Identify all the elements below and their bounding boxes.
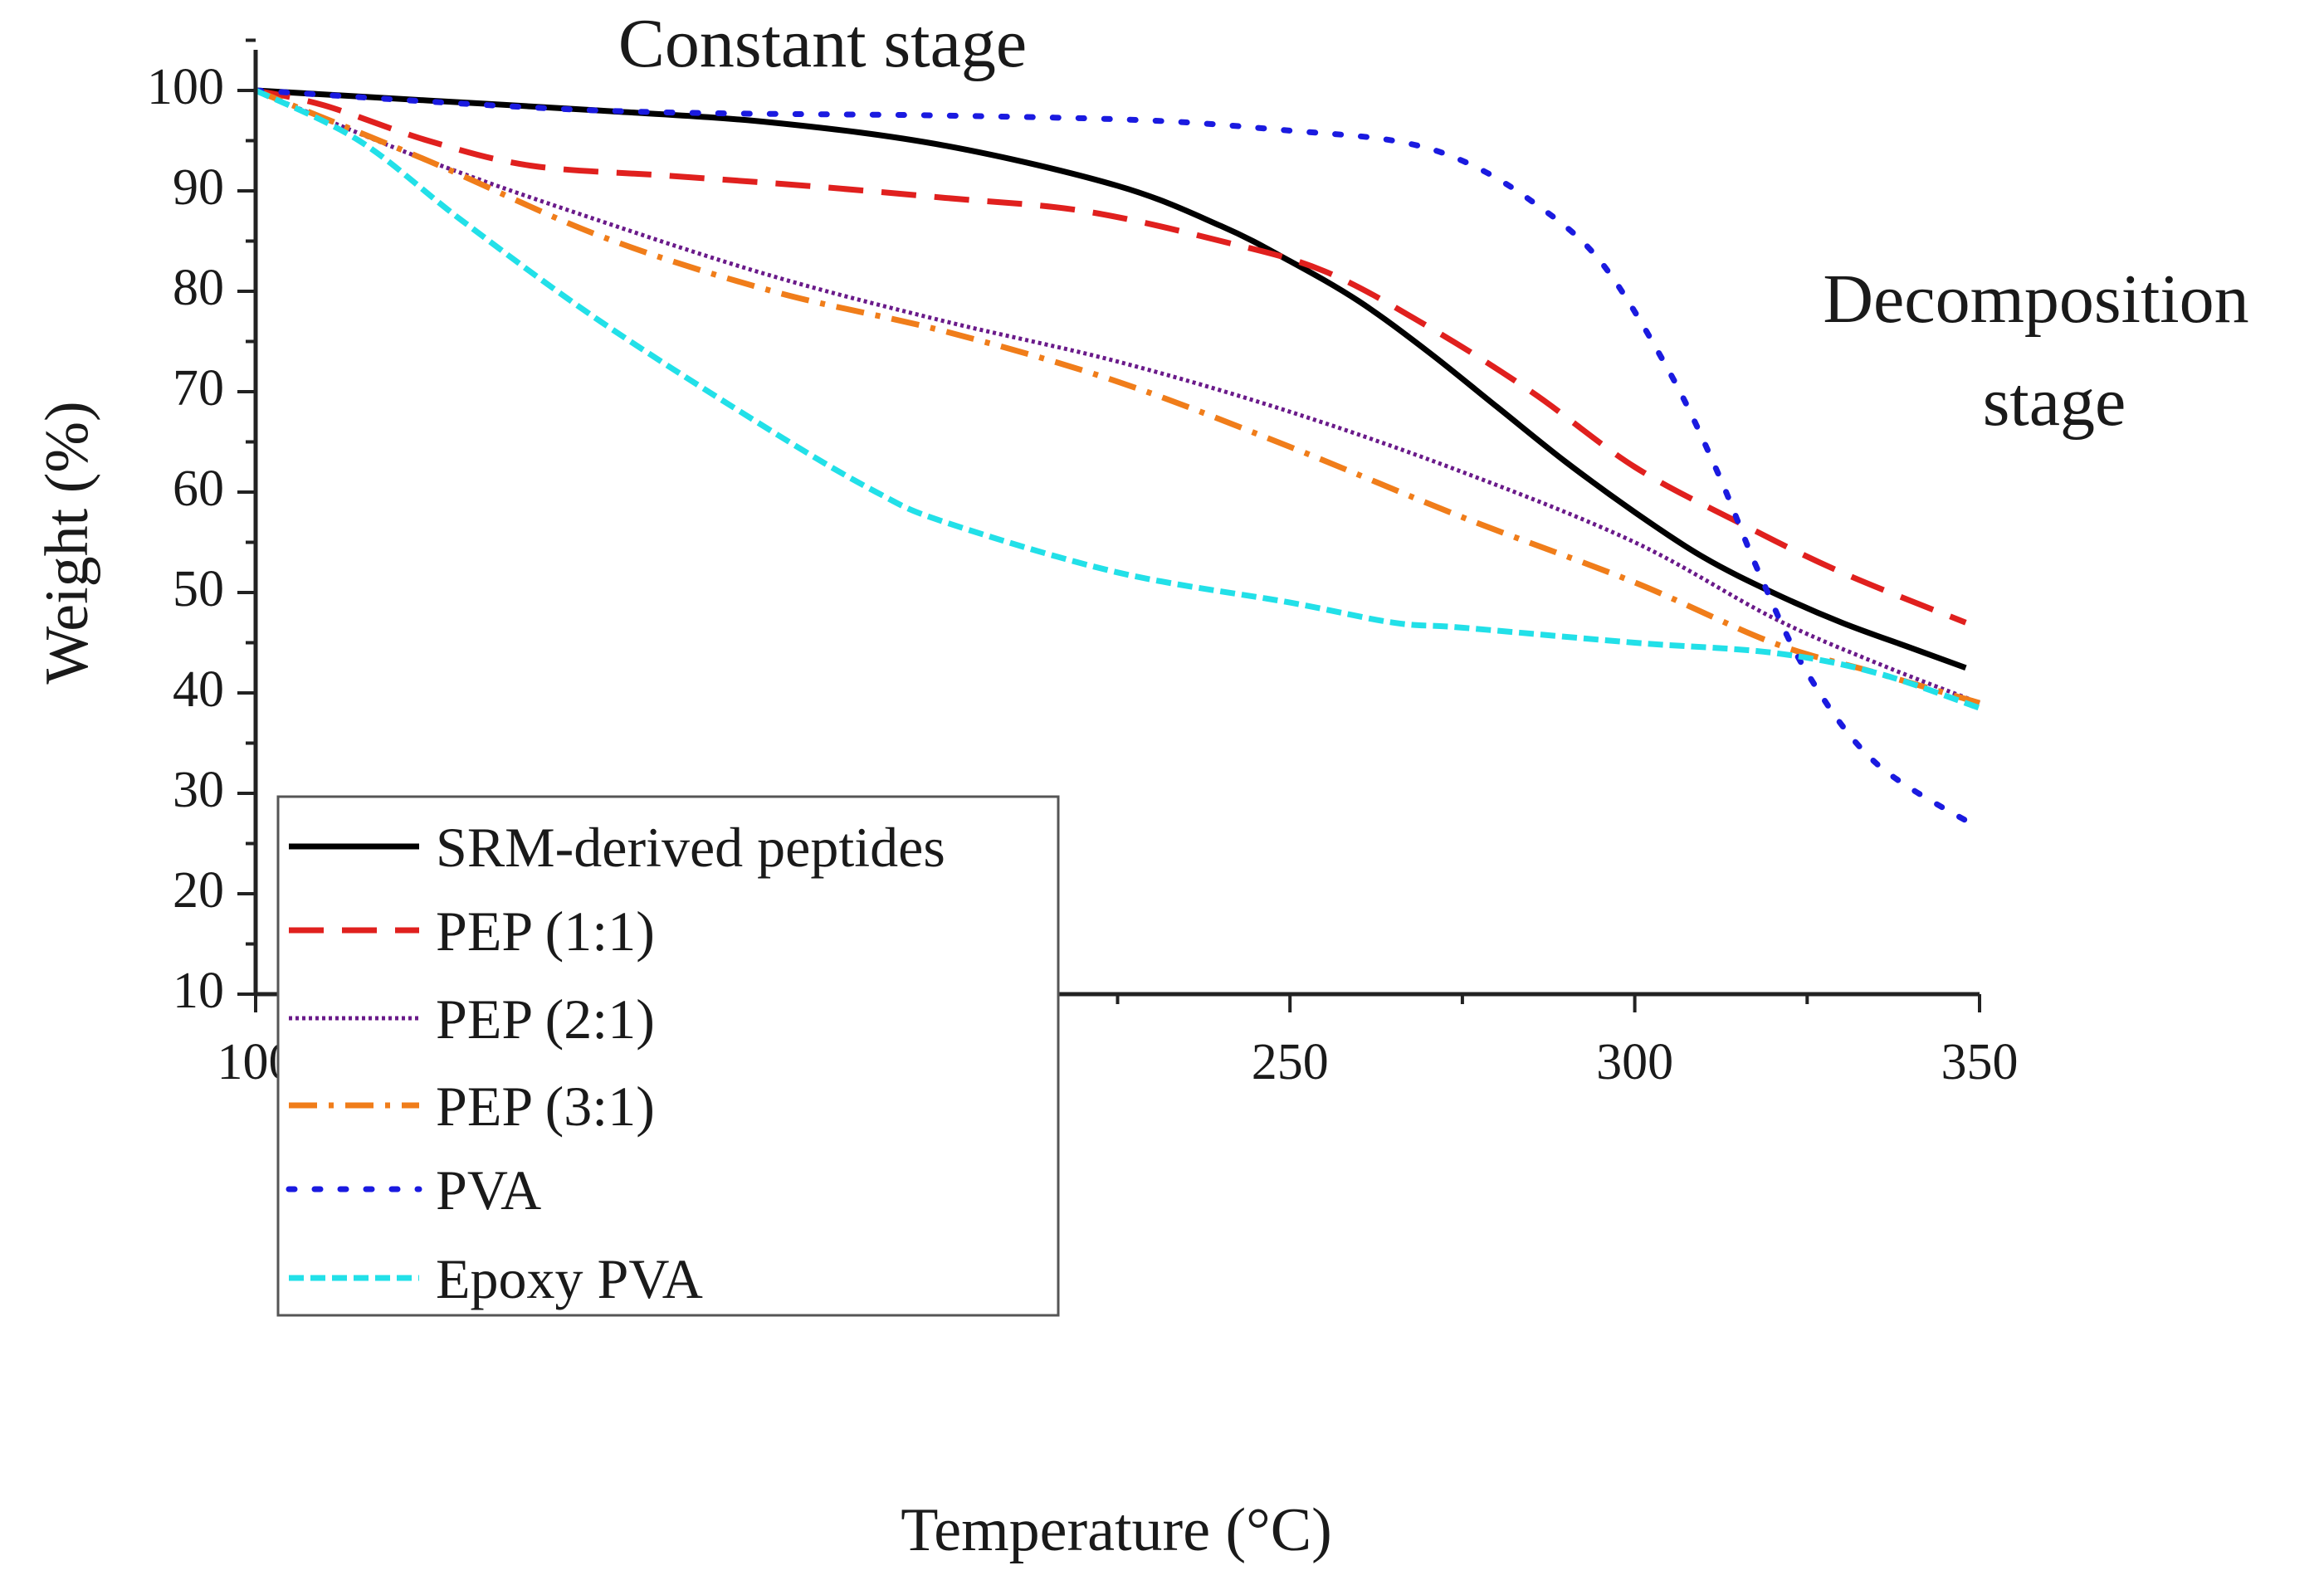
y-tick-label: 20 — [173, 862, 224, 919]
series-line-1 — [255, 87, 1967, 626]
y-tick-label: 90 — [173, 159, 224, 216]
x-tick-label: 250 — [1252, 1034, 1329, 1090]
legend-label-4: PVA — [436, 1158, 541, 1222]
x-axis-label: Temperature (°C) — [901, 1496, 1332, 1564]
annotation-decomposition: Decomposition — [1823, 261, 2248, 338]
x-tick-label: 350 — [1941, 1034, 2019, 1090]
legend: SRM-derived peptides PEP (1:1) PEP (2:1) PE… — [276, 795, 1060, 1317]
legend-box — [276, 795, 1060, 1317]
x-tick-label: 300 — [1596, 1034, 1673, 1090]
y-axis-label: Weight (%) — [33, 401, 101, 684]
y-tick-label: 40 — [173, 661, 224, 718]
y-tick-label: 30 — [173, 762, 224, 818]
y-tick-label: 60 — [173, 461, 224, 517]
annotation-stage: stage — [1983, 363, 2126, 441]
y-tick-label: 100 — [147, 59, 224, 115]
series-line-3 — [254, 87, 1980, 706]
annotation-constant-stage: Constant stage — [618, 5, 1027, 82]
legend-label-1: PEP (1:1) — [436, 900, 655, 963]
series-line-2 — [255, 88, 1980, 705]
y-tick-label: 70 — [173, 360, 224, 417]
y-tick-label: 10 — [173, 963, 224, 1019]
legend-label-5: Epoxy PVA — [436, 1247, 703, 1310]
y-tick-label: 80 — [173, 260, 224, 316]
legend-label-0: SRM-derived peptides — [436, 816, 945, 879]
y-tick-label: 50 — [173, 561, 224, 617]
plot-curves — [252, 87, 1983, 832]
legend-label-2: PEP (2:1) — [436, 988, 655, 1051]
legend-label-3: PEP (3:1) — [436, 1075, 655, 1138]
series-line-5 — [254, 87, 1981, 711]
series-line-4 — [252, 87, 1983, 832]
